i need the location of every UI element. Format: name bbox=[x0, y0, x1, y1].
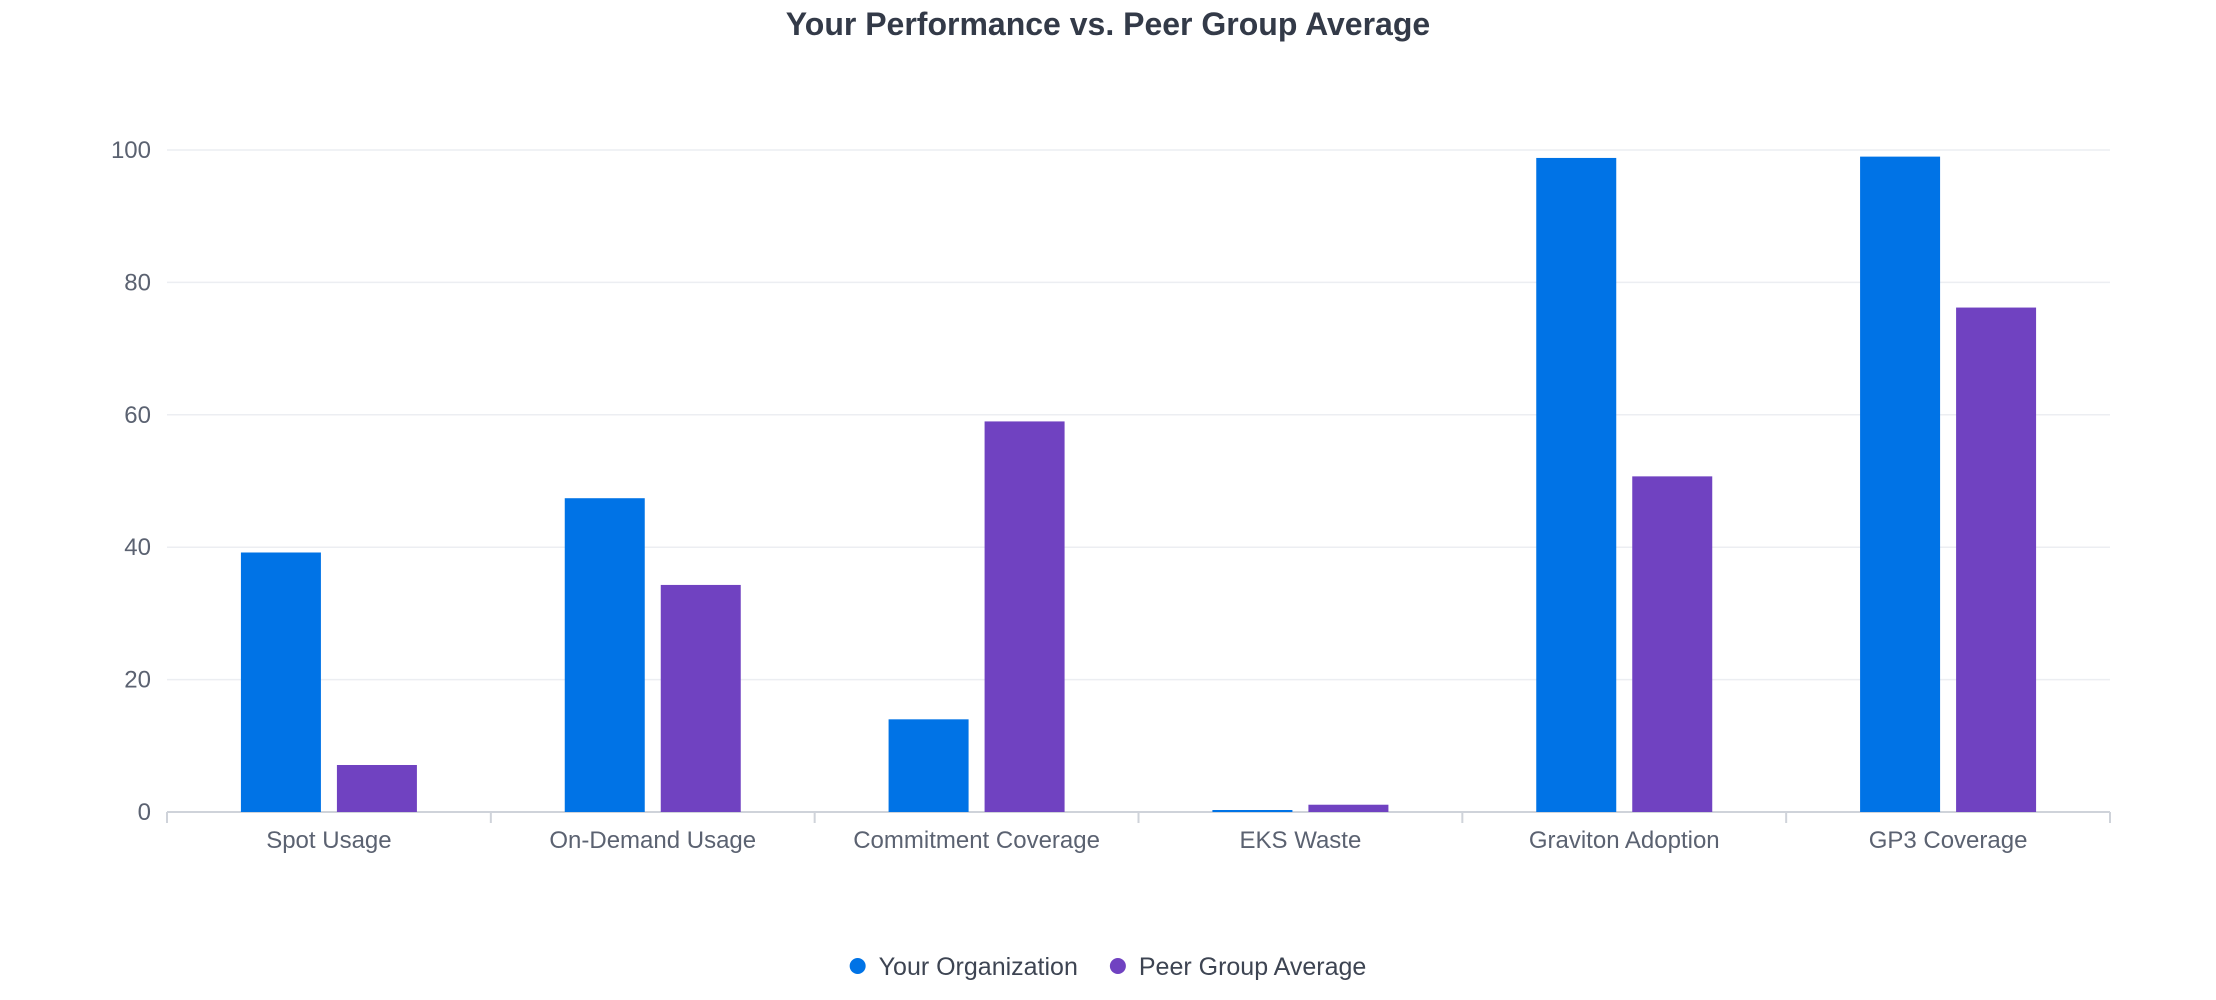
legend-item-peer-group-average[interactable]: Peer Group Average bbox=[1109, 953, 1366, 981]
legend-label: Your Organization bbox=[879, 953, 1078, 981]
y-tick-label: 40 bbox=[124, 534, 151, 561]
bar-your-organization[interactable] bbox=[240, 552, 321, 812]
x-tick-label: On-Demand Usage bbox=[549, 827, 756, 854]
bar-peer-group-average[interactable] bbox=[660, 584, 741, 812]
legend-item-your-organization[interactable]: Your Organization bbox=[849, 953, 1078, 981]
bar-your-organization[interactable] bbox=[888, 719, 969, 812]
bar-peer-group-average[interactable] bbox=[1632, 476, 1713, 812]
y-tick-label: 80 bbox=[124, 269, 151, 296]
x-tick-label: EKS Waste bbox=[1240, 827, 1362, 854]
y-tick-label: 60 bbox=[124, 402, 151, 429]
x-tick-label: GP3 Coverage bbox=[1869, 827, 2028, 854]
axes: 0 20 40 60 80 100 bbox=[111, 137, 2111, 826]
bar-peer-group-average[interactable] bbox=[984, 421, 1065, 812]
y-tick-label: 100 bbox=[111, 137, 151, 164]
chart-title: Your Performance vs. Peer Group Average bbox=[786, 6, 1430, 42]
y-tick-label: 0 bbox=[138, 799, 151, 826]
bar-peer-group-average[interactable] bbox=[1308, 804, 1389, 812]
x-tick-label: Spot Usage bbox=[266, 827, 391, 854]
legend-marker bbox=[849, 958, 866, 974]
bar-your-organization[interactable] bbox=[564, 498, 645, 812]
legend[interactable]: Your Organization Peer Group Average bbox=[849, 953, 1367, 981]
gridlines bbox=[167, 149, 2110, 681]
legend-label: Peer Group Average bbox=[1139, 953, 1366, 981]
bars bbox=[240, 156, 2037, 813]
bar-your-organization[interactable] bbox=[1212, 810, 1293, 812]
bar-peer-group-average[interactable] bbox=[336, 764, 417, 812]
bar-your-organization[interactable] bbox=[1536, 157, 1617, 813]
x-tick-label: Commitment Coverage bbox=[853, 827, 1100, 854]
y-tick-label: 20 bbox=[124, 667, 151, 694]
x-tick-label: Graviton Adoption bbox=[1529, 827, 1720, 854]
bar-peer-group-average[interactable] bbox=[1956, 307, 2037, 812]
x-tick-labels: Spot Usage On-Demand Usage Commitment Cove… bbox=[266, 827, 2027, 854]
legend-marker bbox=[1109, 958, 1126, 974]
bar-your-organization[interactable] bbox=[1860, 156, 1941, 812]
